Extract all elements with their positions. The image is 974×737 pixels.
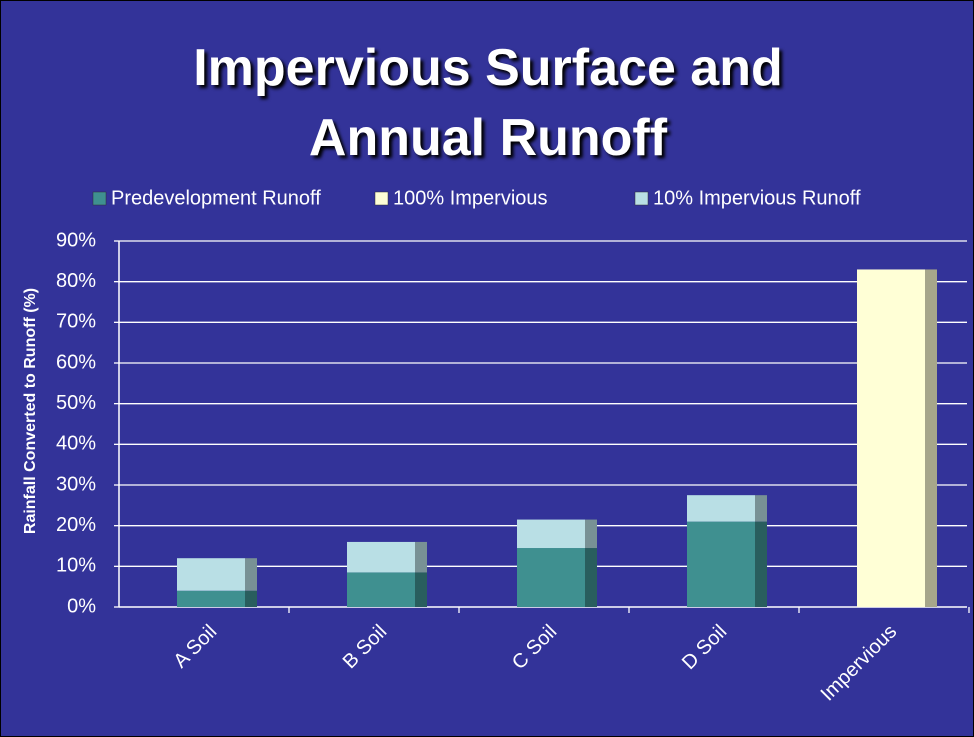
bar-side [585, 548, 597, 607]
y-tick-label: 90% [56, 229, 96, 251]
y-axis-label: Rainfall Converted to Runoff (%) [22, 288, 39, 534]
y-tick-label: 50% [56, 392, 96, 414]
legend-label: 10% Impervious Runoff [653, 187, 861, 209]
y-tick-label: 0% [67, 595, 96, 617]
y-tick-label: 20% [56, 514, 96, 536]
y-tick-label: 70% [56, 311, 96, 333]
bar-side [415, 541, 427, 573]
bar-side [585, 519, 597, 549]
y-tick-label: 60% [56, 351, 96, 373]
y-tick-label: 10% [56, 555, 96, 577]
x-tick-label: C Soil [508, 621, 561, 674]
bar-side [415, 572, 427, 607]
bar-segment [347, 572, 415, 607]
legend-swatch [374, 191, 389, 206]
y-tick-label: 40% [56, 433, 96, 455]
bar-segment [347, 541, 415, 573]
legend-swatch [634, 191, 649, 206]
legend-label: Predevelopment Runoff [111, 187, 321, 209]
legend-swatch [92, 191, 107, 206]
bar-side [245, 558, 257, 591]
bar-segment [177, 558, 245, 591]
legend-label: 100% Impervious [393, 187, 548, 209]
bar-segment [517, 548, 585, 607]
y-tick-label: 30% [56, 473, 96, 495]
bar-segment [177, 590, 245, 607]
x-tick-label: A Soil [170, 621, 222, 673]
bar-side [755, 521, 767, 607]
chart-title: Impervious Surface and Annual Runoff [193, 39, 783, 167]
x-tick-label: D Soil [678, 621, 731, 674]
bar-segment [517, 519, 585, 549]
bar-segment [687, 521, 755, 607]
bar-side [755, 495, 767, 522]
bar-segment [687, 495, 755, 522]
bar-side [925, 269, 937, 607]
y-tick-label: 80% [56, 270, 96, 292]
x-tick-label: B Soil [339, 621, 392, 674]
bar-side [245, 590, 257, 607]
bar-segment [857, 269, 925, 607]
x-tick-label: Impervious [817, 621, 902, 706]
